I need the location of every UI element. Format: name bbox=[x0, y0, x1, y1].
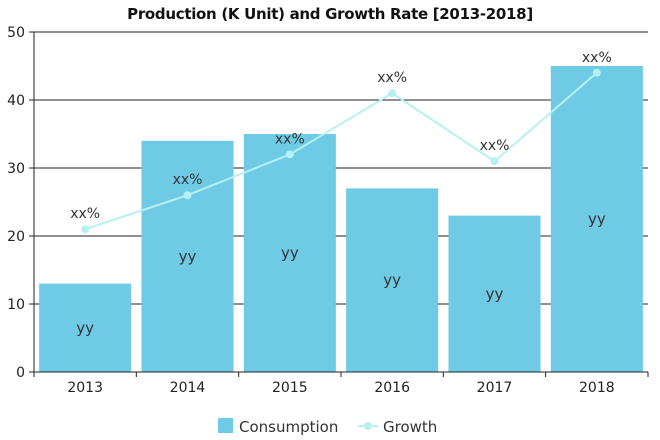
bar-data-label: yy bbox=[383, 271, 401, 289]
x-tick-label: 2013 bbox=[67, 380, 103, 396]
bar-data-label: yy bbox=[179, 247, 197, 265]
y-tick-label: 30 bbox=[7, 161, 25, 177]
y-tick-label: 40 bbox=[7, 93, 25, 109]
legend-label-consumption: Consumption bbox=[239, 418, 338, 436]
bar-series: yy yy yy yy yy yy bbox=[39, 66, 643, 372]
bar-data-label: yy bbox=[76, 319, 94, 337]
growth-point bbox=[183, 191, 192, 200]
legend-swatch-consumption bbox=[218, 418, 233, 433]
y-tick-label: 20 bbox=[7, 229, 25, 245]
gridlines bbox=[34, 31, 648, 305]
x-axis: 2013 2014 2015 2016 2017 2018 bbox=[33, 371, 649, 396]
growth-data-label: xx% bbox=[480, 138, 510, 154]
bar bbox=[346, 188, 439, 372]
growth-data-label: xx% bbox=[70, 206, 100, 222]
growth-data-label: xx% bbox=[173, 172, 203, 188]
y-tick-label: 0 bbox=[16, 365, 25, 381]
growth-data-label: xx% bbox=[377, 70, 407, 86]
growth-point bbox=[592, 68, 601, 77]
x-tick-label: 2018 bbox=[579, 380, 615, 396]
bar bbox=[141, 140, 234, 372]
bar bbox=[550, 66, 643, 372]
x-tick-label: 2015 bbox=[272, 380, 308, 396]
growth-line bbox=[84, 72, 598, 231]
growth-point bbox=[388, 89, 397, 98]
growth-point bbox=[490, 157, 499, 166]
x-tick-label: 2016 bbox=[374, 380, 410, 396]
x-tick-label: 2014 bbox=[170, 380, 206, 396]
growth-point bbox=[285, 150, 294, 159]
bar-data-label: yy bbox=[281, 244, 299, 262]
line-series: xx% xx% xx% xx% xx% xx% bbox=[70, 50, 612, 234]
growth-data-label: xx% bbox=[275, 131, 305, 147]
bar bbox=[243, 134, 336, 372]
growth-data-label: xx% bbox=[582, 50, 612, 66]
bar-data-label: yy bbox=[486, 285, 504, 303]
legend: Consumption Growth bbox=[218, 418, 437, 436]
bar-data-label: yy bbox=[588, 210, 606, 228]
growth-point bbox=[81, 225, 90, 234]
legend-swatch-growth-marker bbox=[364, 422, 372, 430]
y-tick-label: 50 bbox=[7, 25, 25, 41]
legend-label-growth: Growth bbox=[383, 418, 437, 436]
bar bbox=[448, 215, 541, 372]
y-axis: 0 10 20 30 40 50 bbox=[7, 25, 35, 381]
x-tick-label: 2017 bbox=[477, 380, 513, 396]
bar bbox=[39, 283, 132, 372]
y-tick-label: 10 bbox=[7, 297, 25, 313]
chart-title: Production (K Unit) and Growth Rate [201… bbox=[127, 5, 533, 23]
